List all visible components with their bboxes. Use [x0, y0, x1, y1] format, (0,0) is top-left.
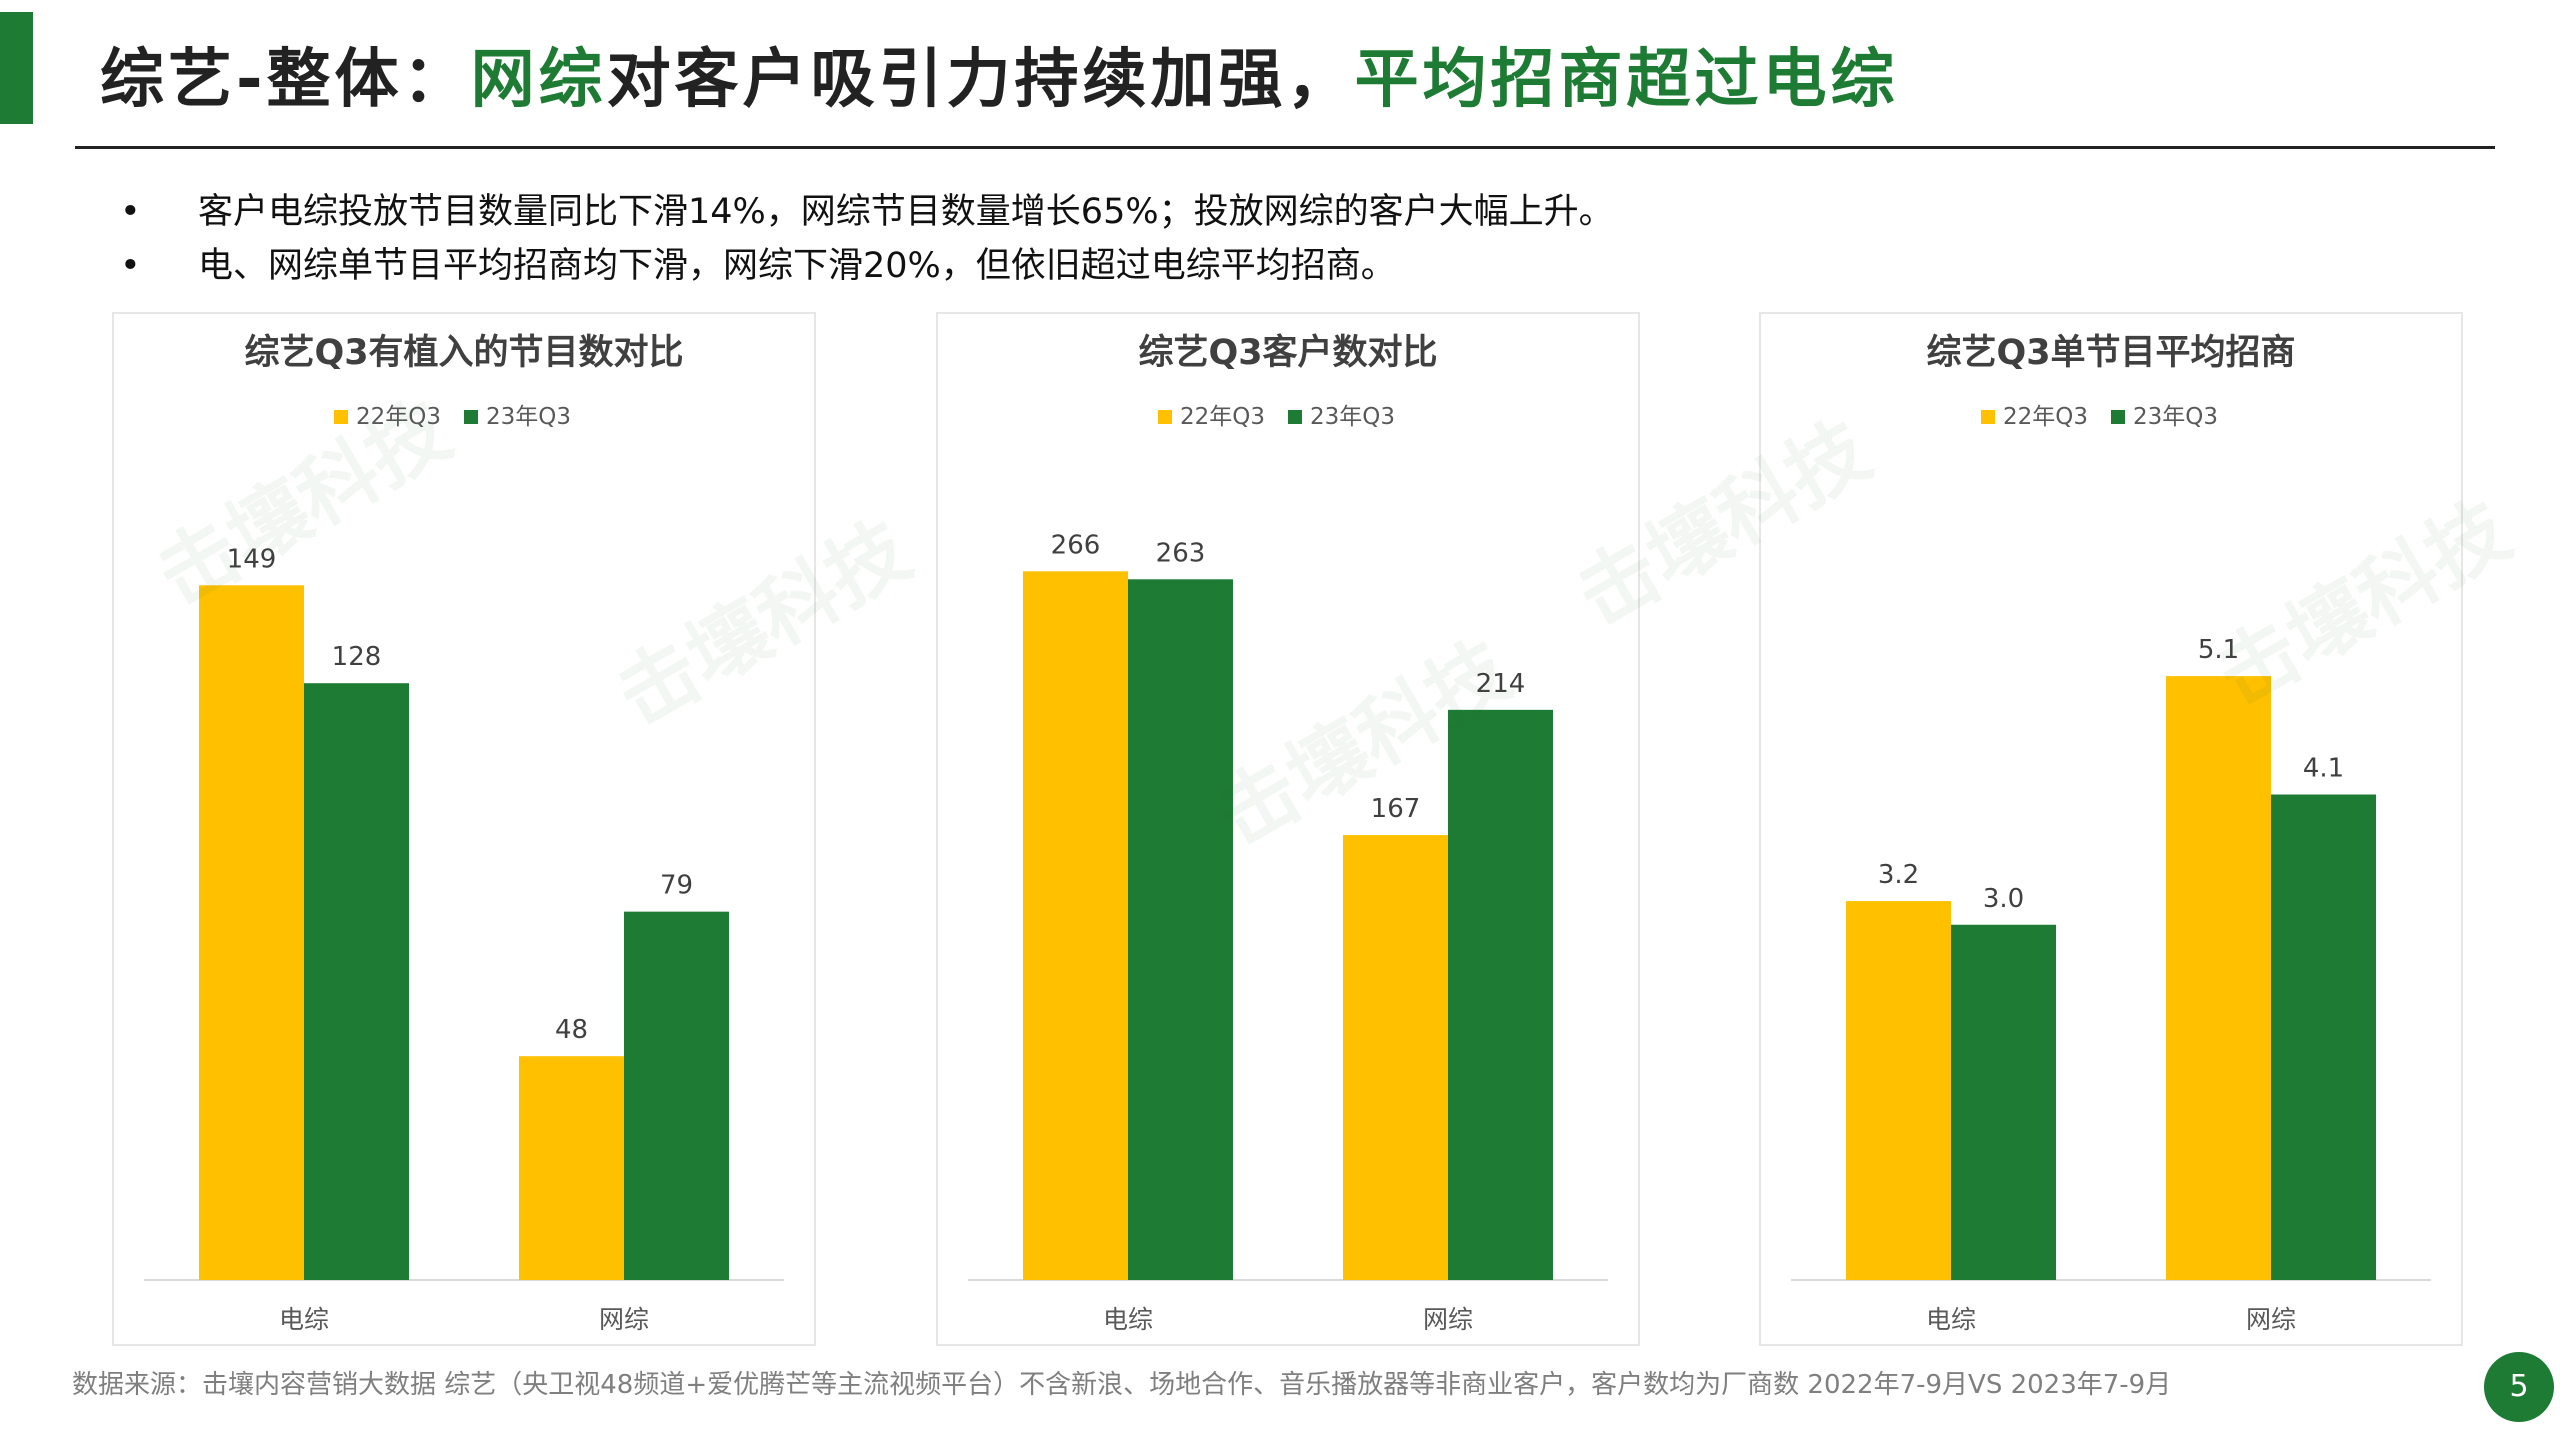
- bullet-dot: •: [120, 192, 141, 232]
- bar: [624, 911, 729, 1280]
- legend-label: 23年Q3: [486, 404, 571, 430]
- legend-swatch: [1981, 410, 1995, 424]
- bar: [1846, 901, 1951, 1280]
- category-label: 电综: [279, 1305, 329, 1334]
- page-title: 综艺-整体：网综对客户吸引力持续加强，平均招商超过电综: [100, 28, 1899, 120]
- data-label: 263: [1156, 538, 1206, 568]
- data-label: 149: [227, 544, 277, 574]
- data-source-note: 数据来源：击壤内容营销大数据 综艺（央卫视48频道+爱优腾芒等主流视频平台）不含…: [72, 1370, 2172, 1400]
- page-number: 5: [2484, 1352, 2554, 1422]
- data-label: 128: [332, 642, 382, 672]
- data-label: 214: [1476, 669, 1526, 699]
- chart-clients: 综艺Q3客户数对比 22年Q3 23年Q3 266 263 电综 167 214 网综: [968, 332, 1608, 1334]
- legend-swatch: [2111, 410, 2125, 424]
- data-label: 4.1: [2303, 754, 2344, 784]
- data-label: 3.2: [1878, 860, 1919, 890]
- chart-programs: 综艺Q3有植入的节目数对比 22年Q3 23年Q3 149 128 电综 48 79 网综: [144, 333, 784, 1334]
- bar: [199, 585, 304, 1280]
- bar: [1448, 709, 1553, 1280]
- chart-panel-programs: 综艺Q3有植入的节目数对比 22年Q3 23年Q3 149 128 电综 48 79 网综: [112, 312, 816, 1346]
- category-label: 网综: [1423, 1305, 1473, 1334]
- category-label: 网综: [2246, 1305, 2296, 1334]
- bar: [2271, 794, 2376, 1280]
- legend-swatch: [334, 410, 348, 424]
- data-label: 5.1: [2198, 635, 2239, 665]
- chart-title: 综艺Q3客户数对比: [1138, 332, 1437, 373]
- bullet-item: • 电、网综单节目平均招商均下滑，网综下滑20%，但依旧超过电综平均招商。: [120, 239, 1614, 293]
- bar: [304, 683, 409, 1280]
- chart-title: 综艺Q3有植入的节目数对比: [244, 333, 683, 373]
- category-label: 电综: [1926, 1305, 1976, 1334]
- bullet-text: 电、网综单节目平均招商均下滑，网综下滑20%，但依旧超过电综平均招商。: [198, 246, 1396, 286]
- bar: [1343, 835, 1448, 1280]
- chart-panel-clients: 综艺Q3客户数对比 22年Q3 23年Q3 266 263 电综 167 214 网综: [936, 312, 1640, 1346]
- bullet-list: • 客户电综投放节目数量同比下滑14%，网综节目数量增长65%；投放网综的客户大幅…: [120, 185, 1614, 293]
- title-part-2: 网综: [470, 43, 607, 117]
- bar: [1128, 579, 1233, 1280]
- title-part-4: 平均招商超过电综: [1354, 43, 1899, 117]
- legend-label: 22年Q3: [356, 404, 441, 430]
- data-label: 3.0: [1983, 884, 2024, 914]
- bar: [1951, 924, 2056, 1280]
- category-label: 网综: [599, 1305, 649, 1334]
- data-label: 266: [1051, 530, 1101, 560]
- bar: [2166, 676, 2271, 1280]
- chart-title: 综艺Q3单节目平均招商: [1926, 333, 2295, 373]
- bullet-text: 客户电综投放节目数量同比下滑14%，网综节目数量增长65%；投放网综的客户大幅上…: [198, 192, 1614, 232]
- bullet-dot: •: [120, 246, 141, 286]
- data-label: 79: [660, 871, 693, 901]
- category-label: 电综: [1103, 1305, 1153, 1334]
- bar: [519, 1056, 624, 1280]
- chart-panel-avg-sponsorship: 综艺Q3单节目平均招商 22年Q3 23年Q3 3.2 3.0 电综 5.1 4.1 网综: [1759, 312, 2463, 1346]
- legend-swatch: [464, 410, 478, 424]
- bar: [1023, 571, 1128, 1280]
- data-label: 167: [1371, 794, 1421, 824]
- title-part-3: 对客户吸引力持续加强，: [606, 43, 1355, 117]
- legend-swatch: [1288, 410, 1302, 424]
- bullet-item: • 客户电综投放节目数量同比下滑14%，网综节目数量增长65%；投放网综的客户大幅…: [120, 185, 1614, 239]
- legend-label: 23年Q3: [1310, 404, 1395, 430]
- title-divider: [75, 146, 2495, 149]
- legend-label: 22年Q3: [2003, 404, 2088, 430]
- legend-swatch: [1158, 410, 1172, 424]
- legend-label: 22年Q3: [1180, 404, 1265, 430]
- header-accent-bar: [0, 12, 33, 124]
- title-part-1: 综艺-整体：: [100, 43, 471, 117]
- data-label: 48: [555, 1015, 588, 1045]
- legend-label: 23年Q3: [2133, 404, 2218, 430]
- chart-avg-sponsorship: 综艺Q3单节目平均招商 22年Q3 23年Q3 3.2 3.0 电综 5.1 4.1 网综: [1791, 333, 2431, 1334]
